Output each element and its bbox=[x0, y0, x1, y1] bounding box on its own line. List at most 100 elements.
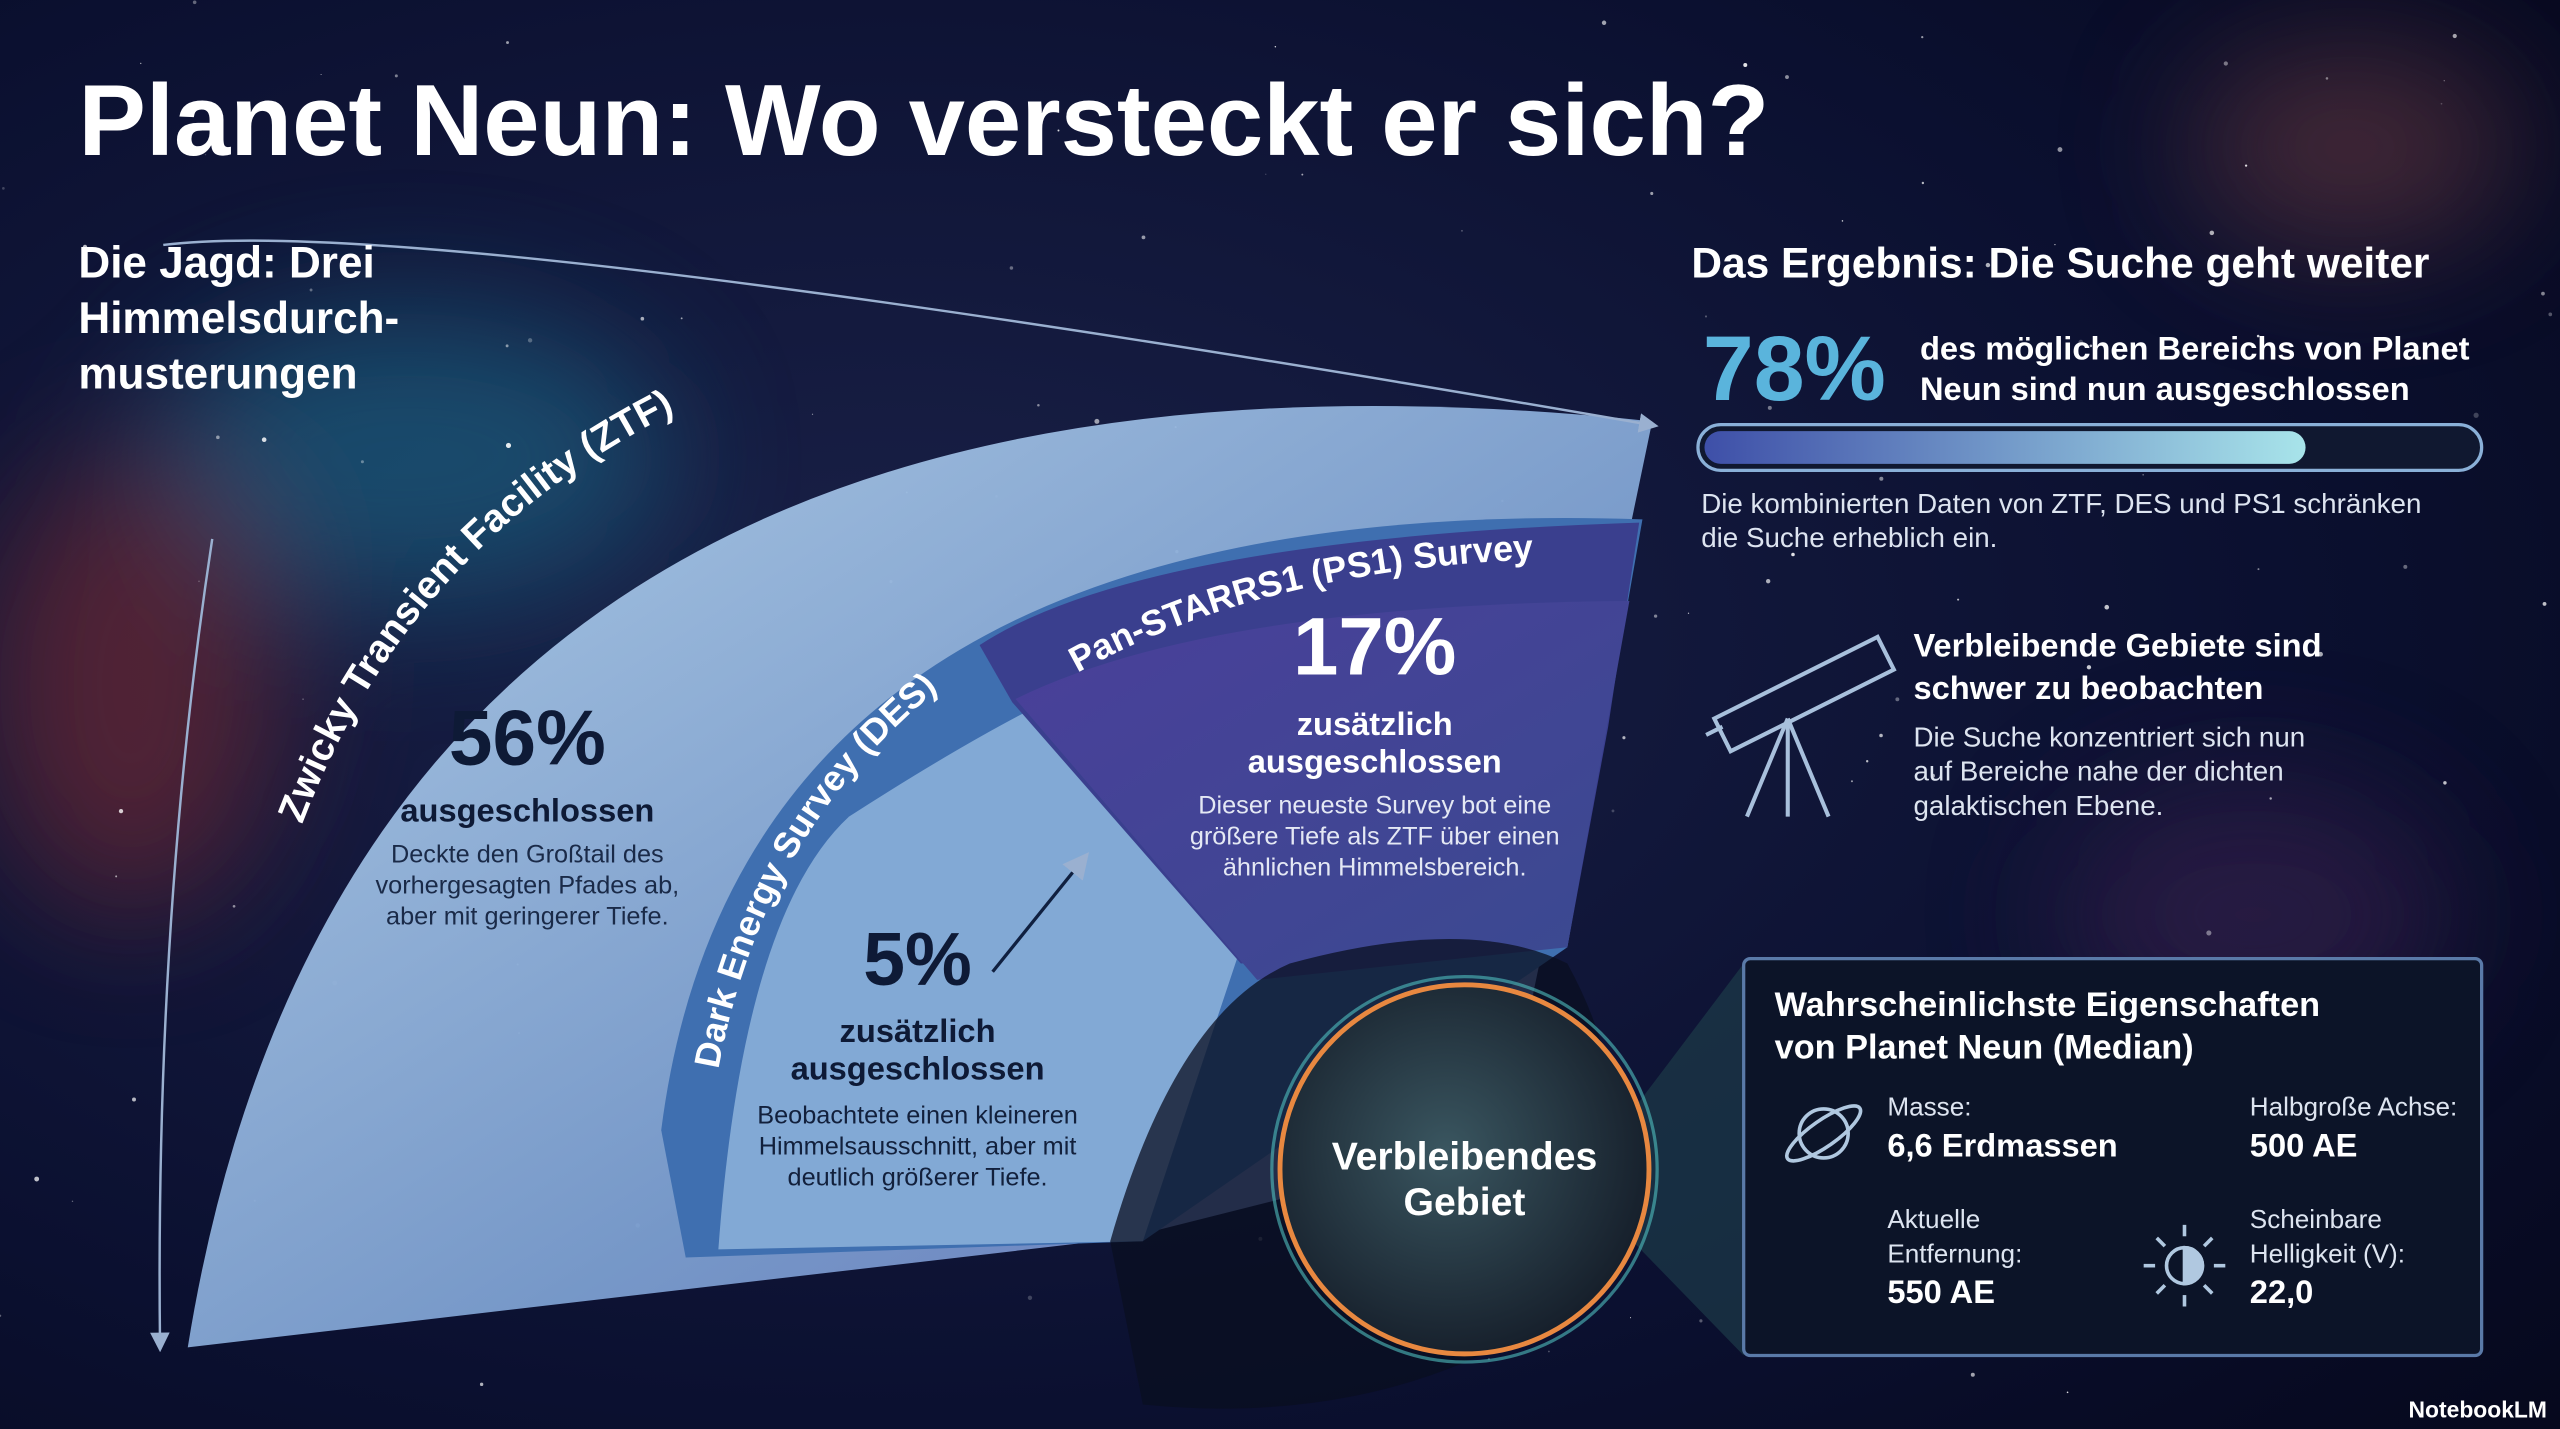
star bbox=[1653, 614, 1658, 618]
remaining-label: Gebiet bbox=[1404, 1181, 1526, 1224]
star bbox=[2223, 61, 2228, 66]
survey-share: 17% bbox=[1293, 601, 1456, 692]
brightness-icon bbox=[2143, 1224, 2226, 1307]
star bbox=[2206, 930, 2212, 936]
star bbox=[394, 74, 398, 78]
star bbox=[1548, 1350, 1550, 1353]
star bbox=[1611, 809, 1615, 813]
star bbox=[1301, 173, 1304, 176]
property-value: 550 AE bbox=[1887, 1273, 1995, 1310]
star bbox=[2452, 33, 2457, 39]
star bbox=[2142, 473, 2144, 476]
ps1-region bbox=[1015, 600, 1630, 980]
star bbox=[1921, 181, 1925, 185]
sweep-arrow bbox=[150, 538, 214, 1353]
star bbox=[118, 808, 124, 814]
star bbox=[1094, 418, 1100, 424]
survey-status: ausgeschlossen bbox=[791, 1050, 1045, 1087]
star bbox=[2541, 291, 2545, 296]
des-region bbox=[718, 702, 1241, 1250]
star bbox=[232, 904, 236, 908]
star bbox=[640, 316, 645, 321]
star bbox=[1765, 579, 1771, 584]
planet-glow bbox=[1270, 974, 1659, 1364]
star bbox=[435, 110, 438, 113]
star bbox=[82, 244, 88, 249]
star bbox=[1841, 220, 1844, 222]
excluded-text: Neun sind nun ausgeschlossen bbox=[1920, 370, 2410, 407]
survey-description: Dieser neueste Survey bot eine bbox=[1198, 791, 1551, 819]
star bbox=[1037, 403, 1040, 407]
property-label: Helligkeit (V): bbox=[2250, 1238, 2405, 1268]
star bbox=[2548, 312, 2553, 317]
excluded-text: des möglichen Bereichs von Planet bbox=[1920, 329, 2470, 366]
star bbox=[1027, 1295, 1033, 1300]
excluded-share: 78% bbox=[1703, 318, 1886, 420]
star bbox=[1947, 393, 1949, 395]
star bbox=[1767, 405, 1772, 410]
difficulty-heading: Verbleibende Gebiete sind bbox=[1913, 627, 2321, 664]
star bbox=[1879, 476, 1884, 481]
survey-description: Beobachtete einen kleineren bbox=[757, 1102, 1078, 1130]
property-label: Halbgroße Achse: bbox=[2250, 1091, 2458, 1121]
survey-description: deutlich größerer Tiefe. bbox=[788, 1164, 1048, 1192]
star bbox=[2057, 147, 2063, 152]
star bbox=[2542, 601, 2547, 606]
star bbox=[2104, 604, 2110, 610]
survey-status: ausgeschlossen bbox=[1248, 742, 1502, 779]
star bbox=[1622, 736, 1626, 740]
star bbox=[1650, 191, 1654, 196]
star bbox=[302, 698, 304, 700]
star bbox=[2257, 568, 2260, 571]
star bbox=[2234, 384, 2239, 389]
star bbox=[115, 875, 118, 878]
star bbox=[1141, 235, 1146, 240]
star bbox=[505, 344, 509, 348]
survey-share: 5% bbox=[863, 917, 972, 1001]
properties-box bbox=[1742, 957, 2484, 1358]
star bbox=[1879, 733, 1883, 738]
section-heading: Das Ergebnis: Die Suche geht weiter bbox=[1691, 240, 2429, 287]
sweep-arrow bbox=[163, 239, 1659, 433]
star bbox=[108, 330, 110, 333]
survey-share: 56% bbox=[449, 693, 606, 781]
star bbox=[1866, 760, 1869, 763]
star bbox=[198, 580, 200, 583]
star bbox=[1687, 612, 1690, 614]
property-label: Scheinbare bbox=[2250, 1204, 2382, 1234]
difficulty-heading: schwer zu beobachten bbox=[1913, 669, 2263, 706]
star bbox=[309, 288, 313, 292]
star bbox=[914, 111, 918, 115]
star bbox=[680, 317, 683, 320]
properties-heading: Wahrscheinlichste Eigenschaften bbox=[1775, 986, 2320, 1024]
star bbox=[1601, 20, 1607, 25]
difficulty-text: galaktischen Ebene. bbox=[1913, 790, 2163, 821]
star bbox=[204, 153, 207, 156]
property-label: Entfernung: bbox=[1887, 1238, 2022, 1268]
summary-text: Die kombinierten Daten von ZTF, DES und … bbox=[1701, 488, 2421, 519]
star bbox=[1985, 262, 1991, 268]
star bbox=[34, 1176, 40, 1182]
star bbox=[1743, 63, 1748, 68]
survey-description: Himmelsausschnitt, aber mit bbox=[759, 1133, 1077, 1161]
property-label: Aktuelle bbox=[1887, 1204, 1980, 1234]
planet-icon bbox=[1784, 1104, 1863, 1163]
star bbox=[140, 62, 142, 65]
star bbox=[2256, 334, 2260, 338]
brand: NotebookLM bbox=[2409, 1397, 2547, 1423]
property-label: Masse: bbox=[1887, 1091, 1971, 1121]
star bbox=[71, 1200, 74, 1203]
properties-heading: von Planet Neun (Median) bbox=[1775, 1028, 2194, 1066]
star bbox=[506, 41, 510, 45]
star bbox=[2473, 412, 2479, 418]
star bbox=[261, 437, 267, 443]
star bbox=[1931, 773, 1935, 778]
star bbox=[1009, 266, 1014, 270]
survey-description: ähnlichen Himmelsbereich. bbox=[1223, 853, 1527, 881]
star bbox=[1461, 229, 1463, 232]
star bbox=[1057, 129, 1060, 132]
property-value: 500 AE bbox=[2250, 1126, 2358, 1163]
planet bbox=[1277, 982, 1652, 1357]
star bbox=[132, 1097, 136, 1102]
